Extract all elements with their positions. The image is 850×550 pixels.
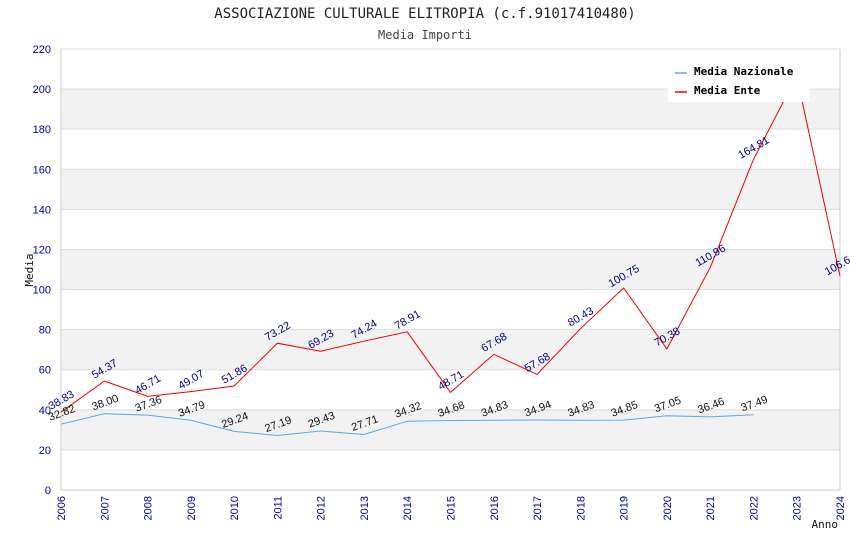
x-tick-labels: 2006 2007 2008 2009 2010 2011 2012 2013 2014 2015…: [56, 496, 847, 520]
x-tick-label: 2012: [316, 496, 328, 520]
legend-label-nazionale: Media Nazionale: [694, 65, 794, 78]
grid-band: [61, 169, 840, 210]
x-tick-label: 2017: [532, 496, 544, 520]
legend: Media Nazionale Media Ente: [668, 60, 810, 102]
x-tick-label: 2016: [489, 496, 501, 520]
y-tick-label: 120: [33, 244, 51, 256]
data-label-ente: 46.71: [133, 373, 163, 397]
chart-title: ASSOCIAZIONE CULTURALE ELITROPIA (c.f.91…: [214, 6, 635, 22]
x-tick-label: 2021: [705, 496, 717, 520]
x-tick-label: 2023: [792, 496, 804, 520]
legend-box: [668, 60, 810, 102]
x-tick-label: 2006: [56, 496, 68, 520]
x-tick-label: 2009: [186, 496, 198, 520]
y-axis-label: Media: [23, 253, 36, 286]
grid-band: [61, 249, 840, 290]
series-line-ente: [60, 74, 841, 413]
grid-band: [61, 329, 840, 370]
x-tick-label: 2022: [748, 496, 760, 520]
y-tick-label: 220: [33, 44, 51, 56]
y-tick-label: 40: [39, 405, 51, 417]
x-axis-label: Anno: [812, 518, 839, 531]
chart-subtitle: Media Importi: [378, 28, 472, 42]
x-tick-label: 2020: [662, 496, 674, 520]
x-tick-label: 2014: [402, 496, 414, 520]
data-label-ente: 80.43: [566, 305, 596, 329]
x-tick-label: 2018: [575, 496, 587, 520]
axes: [60, 49, 841, 491]
x-tick-label: 2011: [272, 496, 284, 520]
x-tick-label: 2019: [619, 496, 631, 520]
y-tick-label: 140: [33, 204, 51, 216]
y-tick-labels: 0 20 40 60 80 100 120 140 160 180 200 220: [33, 44, 51, 497]
grid-lines: [61, 48, 840, 491]
x-tick-label: 2010: [229, 496, 241, 520]
series-lines: [60, 74, 841, 437]
y-tick-label: 80: [39, 325, 51, 337]
data-label-ente: 49.07: [176, 368, 206, 392]
data-label-ente: 48.71: [436, 369, 466, 393]
y-tick-label: 200: [33, 84, 51, 96]
data-label-ente: 78.91: [393, 308, 423, 332]
grid-bands: [61, 89, 840, 450]
series-line-nazionale: [60, 413, 754, 437]
x-tick-label: 2013: [359, 496, 371, 520]
x-tick-label: 2007: [99, 496, 111, 520]
y-tick-label: 60: [39, 365, 51, 377]
y-tick-label: 160: [33, 164, 51, 176]
y-tick-label: 20: [39, 445, 51, 457]
x-tick-label: 2008: [143, 496, 155, 520]
y-tick-label: 0: [45, 485, 51, 497]
y-tick-label: 100: [33, 285, 51, 297]
x-tick-label: 2015: [446, 496, 458, 520]
legend-label-ente: Media Ente: [694, 84, 761, 97]
y-tick-label: 180: [33, 124, 51, 136]
x-tick-label: 2024: [835, 496, 847, 520]
